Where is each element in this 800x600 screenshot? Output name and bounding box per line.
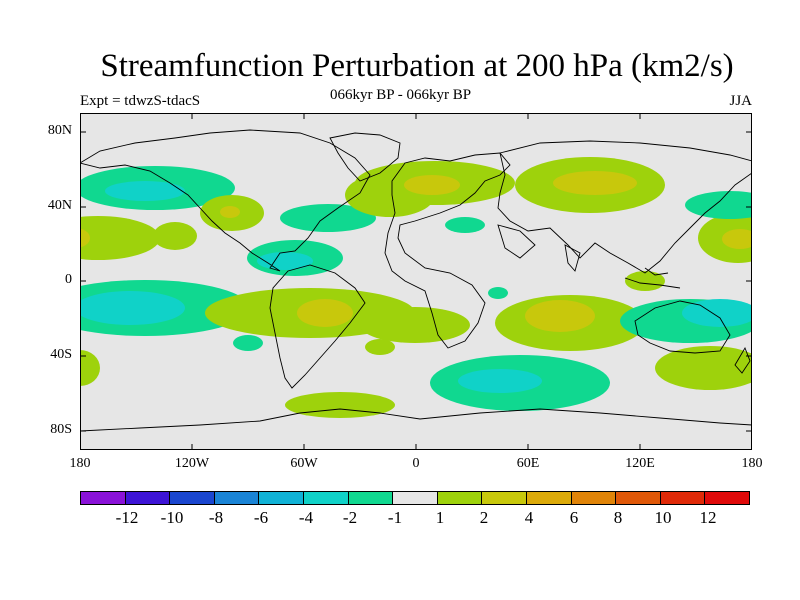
colorbar-label: -8 xyxy=(208,508,224,527)
colorbar-label: 10 xyxy=(654,508,672,527)
colorbar-label: -10 xyxy=(160,508,184,527)
anomaly-e-pacific xyxy=(153,222,197,250)
plot-subtitle: 066kyr BP - 066kyr BP xyxy=(330,87,472,103)
anomaly-s-america-core xyxy=(297,299,353,327)
lon-label-0: 0 xyxy=(412,456,420,471)
anomaly-antarctic-positive xyxy=(285,392,395,418)
anomaly-w-pacific-core xyxy=(722,229,752,249)
colorbar-swatch xyxy=(482,492,527,504)
colorbar-swatch xyxy=(526,492,572,504)
anomaly-indian-ocean-core xyxy=(525,300,595,332)
colorbar-label: 12 xyxy=(699,508,717,527)
lat-label-0: 0 xyxy=(65,272,72,287)
colorbar-swatch xyxy=(705,492,749,504)
anomaly-s-pacific-core xyxy=(80,291,185,325)
colorbar-label: -4 xyxy=(298,508,314,527)
colorbar-label: 1 xyxy=(435,508,445,527)
plot-title: Streamfunction Perturbation at 200 hPa (… xyxy=(100,48,734,84)
lat-label-80s: 80S xyxy=(50,422,72,437)
anomaly-europe-core xyxy=(404,175,460,195)
colorbar-label: 8 xyxy=(613,508,623,527)
axis-ticks xyxy=(80,113,752,450)
anomaly-tropical-pacific xyxy=(80,216,160,260)
colorbar-label: 4 xyxy=(524,508,534,527)
anomaly-s-pacific-wrap xyxy=(80,350,100,386)
colorbar-swatch xyxy=(437,492,483,504)
lon-label-60e: 60E xyxy=(516,456,540,471)
colorbar-swatch xyxy=(571,492,617,504)
anomaly-s-atlantic xyxy=(360,307,470,343)
anomaly-s-atlantic-small xyxy=(365,339,395,355)
colorbar-swatch xyxy=(303,492,349,504)
anomaly-se-pacific-small xyxy=(233,335,263,351)
colorbar-swatch xyxy=(170,492,215,504)
colorbar-swatch xyxy=(393,492,438,504)
lon-label-180w: 180 xyxy=(69,456,91,471)
anomaly-mediterranean xyxy=(445,217,485,233)
anomaly-tropical-pacific-core xyxy=(80,228,90,248)
lon-label-60w: 60W xyxy=(290,456,318,471)
anomaly-central-asia-core xyxy=(553,171,637,195)
colorbar-swatch xyxy=(259,492,304,504)
lon-label-120w: 120W xyxy=(174,456,210,471)
colorbar-label: -2 xyxy=(342,508,358,527)
anomaly-e-africa xyxy=(488,287,508,299)
colorbar-label: 6 xyxy=(569,508,579,527)
anomaly-sw-pacific xyxy=(655,346,752,390)
anomaly-n-pacific-core xyxy=(105,181,185,201)
colorbar-label: -1 xyxy=(387,508,403,527)
lat-label-40s: 40S xyxy=(50,347,72,362)
anomaly-layer xyxy=(80,157,752,418)
colorbar-label: -6 xyxy=(253,508,269,527)
lat-label-40n: 40N xyxy=(47,198,72,213)
anomaly-mid-atlantic xyxy=(280,204,376,232)
coastlines xyxy=(80,129,752,432)
colorbar-swatch xyxy=(616,492,661,504)
colorbar-swatch xyxy=(348,492,394,504)
anomaly-australia-core xyxy=(682,299,752,327)
lon-label-120e: 120E xyxy=(625,456,655,471)
colorbar-swatch xyxy=(660,492,706,504)
colorbar-label: 2 xyxy=(479,508,489,527)
colorbar xyxy=(80,491,750,505)
anomaly-nw-pacific xyxy=(685,191,752,219)
colorbar-swatch xyxy=(214,492,260,504)
anomaly-se-asia xyxy=(625,271,665,291)
season-label: JJA xyxy=(729,93,752,109)
colorbar-label: -12 xyxy=(115,508,139,527)
experiment-label: Expt = tdwzS-tdacS xyxy=(80,93,201,109)
lon-label-180e: 180 xyxy=(741,456,763,471)
colorbar-swatch xyxy=(125,492,171,504)
lat-label-80n: 80N xyxy=(47,123,72,138)
map-panel xyxy=(80,113,752,450)
anomaly-southern-ocean-core xyxy=(458,369,542,393)
anomaly-n-america-core xyxy=(220,206,240,218)
colorbar-swatch xyxy=(81,492,126,504)
